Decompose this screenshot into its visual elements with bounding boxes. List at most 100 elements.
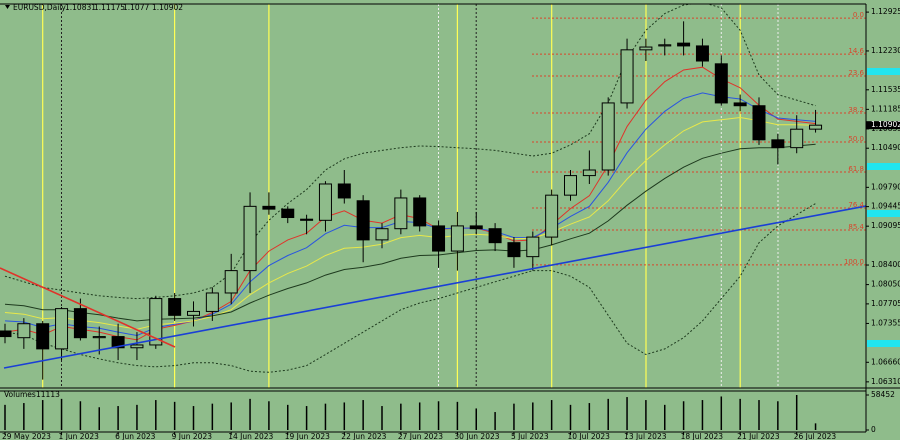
y-tick-label: 1.06660	[871, 357, 900, 366]
candle-body	[601, 102, 615, 171]
bar-high: 1.11175	[94, 3, 125, 12]
trendlines	[0, 205, 866, 369]
fib-label: 50.0	[848, 135, 864, 143]
candle-body	[450, 225, 464, 252]
candle-body	[243, 205, 257, 272]
candle-body	[469, 225, 483, 230]
x-tick-label: 14 Jun 2023	[228, 432, 273, 440]
candle-body	[130, 344, 144, 349]
candle-body	[318, 183, 332, 221]
candle-body	[488, 228, 502, 244]
candle-body	[300, 218, 314, 221]
candle-body	[36, 323, 50, 350]
candle-body	[394, 197, 408, 230]
indicator-line	[4, 116, 816, 330]
candle-body	[337, 183, 351, 199]
x-tick-label: 10 Jul 2023	[568, 432, 611, 440]
y-tick-label: 1.07355	[871, 318, 900, 327]
volume-tick-label: 58452	[871, 390, 895, 399]
y-tick-label: 1.09790	[871, 182, 900, 191]
indicator-line	[4, 92, 816, 337]
x-tick-label: 27 Jun 2023	[398, 432, 443, 440]
y-tick-label: 1.08400	[871, 260, 900, 269]
candle-body	[526, 236, 540, 258]
candle-body	[356, 200, 370, 241]
candle-body	[111, 336, 125, 349]
y-tick-label: 1.11535	[871, 85, 900, 94]
bar-open: 1.10831	[65, 3, 96, 12]
plot	[0, 4, 866, 380]
x-tick-label: 19 Jun 2023	[285, 432, 330, 440]
candle-body	[545, 194, 559, 238]
trendline	[3, 205, 866, 369]
candle-body	[564, 175, 577, 196]
volume-last: 11113	[36, 390, 60, 399]
candle-body	[205, 292, 219, 312]
x-tick-label: 5 Jul 2023	[511, 432, 549, 440]
candle-body	[507, 242, 521, 258]
level-marker	[867, 340, 900, 347]
y-tick-label: 1.09095	[871, 221, 900, 230]
fib-label: 85.4	[848, 223, 864, 231]
fib-label: 38.2	[848, 106, 864, 114]
candle-body	[92, 336, 106, 339]
candle-body	[733, 102, 747, 107]
indicator-line	[4, 66, 816, 341]
candle-body	[55, 308, 69, 350]
y-tick-label: 1.11185	[871, 104, 900, 113]
fib-label: 23.6	[848, 69, 864, 77]
fib-label: 14.6	[848, 47, 864, 55]
level-marker	[867, 210, 900, 217]
x-tick-label: 9 Jun 2023	[172, 432, 213, 440]
candle-body	[413, 197, 427, 227]
x-tick-label: 22 Jun 2023	[341, 432, 386, 440]
level-marker	[867, 163, 900, 170]
y-tick-label: 1.09445	[871, 202, 900, 211]
y-tick-label: 1.12925	[871, 7, 900, 16]
y-tick-label: 1.08050	[871, 280, 900, 289]
candle-body	[17, 323, 31, 339]
y-tick-label: 1.10490	[871, 143, 900, 152]
indicator-line	[4, 143, 816, 322]
candle-body	[677, 42, 691, 47]
candle-body	[224, 270, 238, 294]
candle-body	[658, 44, 672, 47]
x-tick-label: 30 Jun 2023	[454, 432, 499, 440]
candle-body	[281, 208, 295, 219]
fib-label: 61.8	[848, 165, 864, 173]
candle-body	[771, 139, 785, 149]
y-tick-label: 1.07705	[871, 299, 900, 308]
fib-label: 76.4	[848, 201, 864, 209]
candle-body	[714, 63, 728, 104]
candle-body	[582, 169, 596, 177]
candle-body	[695, 45, 709, 62]
candle-body	[752, 105, 766, 141]
candle-body	[0, 330, 12, 338]
x-tick-label: 18 Jul 2023	[681, 432, 724, 440]
indicator-line	[4, 4, 816, 300]
candle-body	[809, 124, 823, 130]
candle-body	[73, 308, 87, 339]
menu-arrow[interactable]	[5, 5, 10, 9]
candle-body	[168, 298, 182, 316]
x-tick-label: 21 Jul 2023	[737, 432, 780, 440]
bar-close: 1.10902	[152, 3, 183, 12]
x-tick-label: 29 May 2023	[2, 432, 51, 440]
y-tick-label: 1.12230	[871, 46, 900, 55]
bar-low: 1.1077	[123, 3, 149, 12]
candle-body	[432, 225, 446, 252]
volume-title: Volumes	[4, 390, 36, 399]
price-tag-label: 1.10902	[871, 120, 900, 129]
x-tick-label: 1 Jun 2023	[59, 432, 100, 440]
x-tick-label: 26 Jul 2023	[794, 432, 837, 440]
price-tag	[866, 121, 900, 130]
x-tick-label: 6 Jun 2023	[115, 432, 156, 440]
candle-body	[375, 228, 389, 241]
trendline	[0, 267, 176, 348]
level-marker	[867, 68, 900, 75]
fib-label: 100.0	[844, 258, 864, 266]
candle-body	[262, 205, 276, 210]
